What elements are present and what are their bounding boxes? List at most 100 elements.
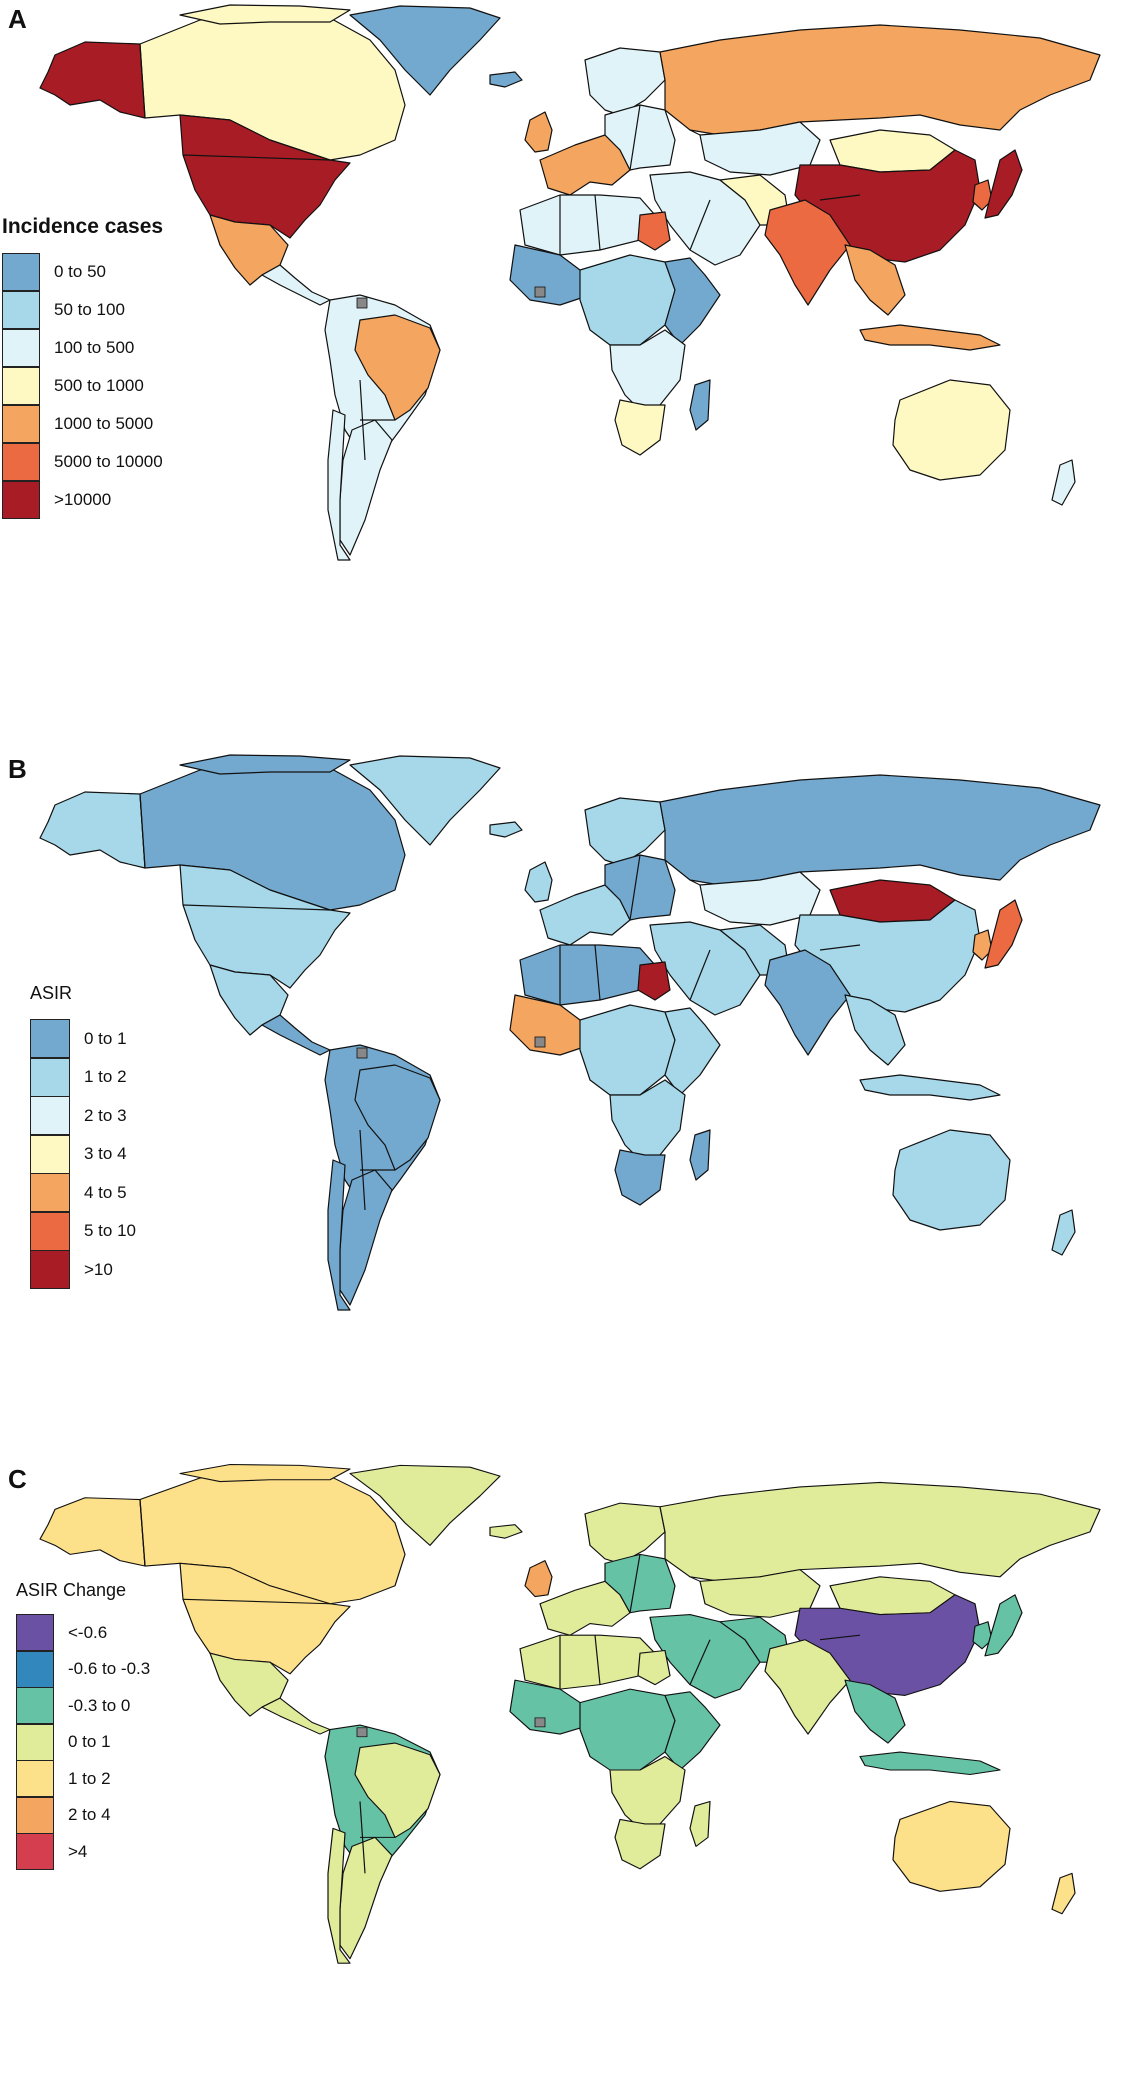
- region-indonesia: [859, 1074, 1001, 1101]
- legend-swatch: [16, 1687, 54, 1724]
- legend-label: >4: [68, 1841, 88, 1861]
- region-argentina: [339, 1836, 393, 1960]
- region-southeast-asia: [844, 1679, 906, 1744]
- region-indonesia: [859, 1751, 1001, 1776]
- world-map-b: [39, 754, 1101, 1311]
- legend-item: -0.3 to 0: [16, 1687, 130, 1724]
- region-south-africa: [614, 1818, 666, 1870]
- region-europe-west: [539, 884, 631, 946]
- region-iceland: [489, 821, 523, 838]
- region-central-africa: [579, 254, 676, 346]
- region-east-africa: [664, 257, 721, 346]
- legend-item: 3 to 4: [30, 1134, 127, 1174]
- legend-item: <-0.6: [16, 1614, 107, 1651]
- legend-label: 4 to 5: [84, 1182, 127, 1202]
- region-korea: [972, 1621, 993, 1650]
- panel-a: A Incidence cases 0 to 50 50 to 100 100 to …: [0, 0, 1122, 690]
- region-central-africa: [579, 1688, 676, 1771]
- panel-letter: B: [8, 754, 27, 784]
- legend-item: 1000 to 5000: [2, 405, 153, 443]
- region-north-africa: [519, 944, 656, 1006]
- region-usa: [179, 1562, 351, 1675]
- region-canada: [139, 765, 406, 911]
- region-north-africa: [519, 194, 656, 256]
- region-greenland: [349, 5, 501, 96]
- region-scandinavia: [584, 797, 666, 866]
- region-brazil: [354, 1064, 441, 1171]
- region-alaska: [39, 791, 146, 869]
- region-southern-africa: [609, 329, 686, 411]
- land-layer: [39, 1463, 1101, 1964]
- legend-swatch: [30, 1134, 70, 1174]
- region-southeast-asia: [844, 244, 906, 316]
- region-australia: [892, 379, 1011, 481]
- legend-label: -0.3 to 0: [68, 1695, 131, 1715]
- legend-item: 2 to 3: [30, 1096, 127, 1135]
- region-scandinavia: [584, 47, 666, 116]
- legend-label: 1000 to 5000: [54, 414, 154, 433]
- panel-letter: C: [8, 1464, 27, 1494]
- region-east-africa: [664, 1691, 721, 1771]
- legend-swatch: [30, 1211, 70, 1251]
- region-new-zealand: [1051, 1209, 1076, 1256]
- country-border: [819, 194, 861, 201]
- region-russia: [659, 774, 1101, 886]
- legend-label: 0 to 1: [68, 1732, 111, 1751]
- panel-letter: A: [8, 4, 27, 34]
- region-korea: [972, 179, 993, 211]
- legend-swatch: [16, 1760, 54, 1797]
- region-europe-west: [539, 134, 631, 196]
- region-south-africa: [614, 1149, 666, 1206]
- country-border: [819, 944, 861, 951]
- country-border: [182, 1598, 331, 1605]
- legend-label: 5000 to 10000: [54, 452, 163, 471]
- no-data-region: [356, 1047, 368, 1059]
- legend-a: Incidence cases 0 to 50 50 to 100 100 to 50…: [2, 215, 202, 519]
- legend-item: 0 to 1: [30, 1019, 127, 1058]
- region-egypt: [637, 211, 671, 251]
- region-central-africa: [579, 1004, 676, 1096]
- country-border: [139, 793, 146, 869]
- region-japan: [984, 149, 1023, 219]
- legend-item: >10: [30, 1250, 113, 1289]
- region-alaska: [39, 1497, 146, 1567]
- legend-label: 0 to 50: [54, 262, 106, 281]
- legend-label: 50 to 100: [54, 300, 125, 319]
- legend-swatch: [16, 1650, 54, 1688]
- land-layer: [39, 754, 1101, 1311]
- region-uk: [524, 111, 553, 153]
- legend-swatch: [30, 1173, 70, 1212]
- legend-item: 500 to 1000: [2, 367, 144, 405]
- region-southern-africa: [609, 1755, 686, 1829]
- region-india: [764, 199, 851, 306]
- legend-item: 5 to 10: [30, 1211, 136, 1251]
- legend-swatch: [16, 1723, 54, 1761]
- land-layer: [39, 4, 1101, 561]
- legend-item: -0.6 to -0.3: [16, 1650, 151, 1688]
- legend-swatch: [16, 1796, 54, 1834]
- legend-swatch: [30, 1057, 70, 1097]
- legend-item: >4: [16, 1833, 87, 1870]
- region-greenland: [349, 755, 501, 846]
- legend-label: 1 to 2: [84, 1067, 127, 1086]
- legend-swatch: [2, 405, 40, 443]
- region-europe-west: [539, 1580, 631, 1636]
- country-border: [139, 1499, 146, 1567]
- region-southern-africa: [609, 1079, 686, 1161]
- country-border: [182, 904, 331, 911]
- world-map-a: [39, 4, 1101, 561]
- region-india: [764, 949, 851, 1056]
- legend-swatch: [30, 1250, 70, 1289]
- country-border: [594, 944, 601, 1001]
- region-brazil: [354, 1742, 441, 1838]
- legend-swatch: [16, 1833, 54, 1870]
- no-data-region: [534, 1717, 546, 1728]
- legend-title: ASIR Change: [16, 1580, 127, 1600]
- region-japan: [984, 1594, 1023, 1657]
- country-border: [139, 43, 146, 119]
- legend-label: -0.6 to -0.3: [68, 1659, 151, 1678]
- legend-label: 3 to 4: [84, 1144, 127, 1163]
- legend-title: Incidence cases: [2, 215, 164, 238]
- legend-item: 0 to 50: [2, 253, 106, 291]
- country-border: [629, 854, 641, 921]
